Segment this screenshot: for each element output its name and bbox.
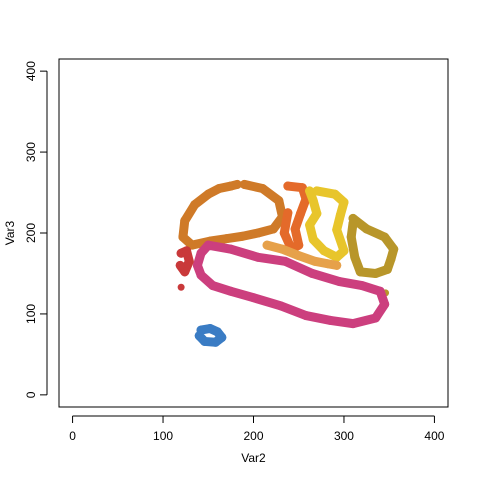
data-point-0-10 [178,232,188,242]
data-point-2-8 [308,234,318,244]
data-point-3-3 [389,244,399,254]
data-point-0-4 [268,224,278,234]
data-point-3-5 [382,264,392,274]
data-point-1-8 [283,208,293,218]
data-point-0-12 [190,200,200,210]
data-point-2-6 [332,252,342,262]
data-point-1-1 [297,183,307,193]
region-trace-0 [178,179,287,250]
data-point-1-7 [279,228,289,238]
data-point-0-6 [238,231,248,241]
data-point-6-19 [196,248,206,258]
plot-frame [58,58,449,408]
data-point-1-0 [283,181,293,191]
data-point-9-1 [205,323,215,333]
data-point-3-6 [371,268,381,278]
data-point-6-11 [325,315,335,325]
data-point-2-3 [335,210,345,220]
x-tick-label: 200 [243,429,263,443]
data-point-0-0 [239,179,249,189]
data-point-2-10 [312,209,322,219]
data-point-5-5 [332,260,342,270]
data-point-7-4 [175,260,185,270]
data-point-7-2 [184,256,194,266]
region-trace-1 [279,181,311,254]
y-tick-label: 0 [24,391,38,398]
data-point-3-8 [350,252,360,262]
data-point-6-8 [380,299,390,309]
data-point-6-2 [253,252,263,262]
data-point-5-3 [310,256,320,266]
data-point-0-2 [274,196,284,206]
data-point-6-20 [203,240,213,250]
data-point-0-9 [187,240,197,250]
x-axis-title: Var2 [241,451,266,465]
x-tick-label: 0 [69,429,76,443]
data-point-1-5 [294,240,304,250]
data-point-7-3 [180,267,190,277]
data-point-6-14 [249,293,258,303]
x-tick-label: 300 [334,429,354,443]
data-point-2-0 [312,186,322,196]
data-point-1-4 [290,224,300,234]
y-axis: 0 100 200 300 400 [24,61,48,398]
data-point-6-1 [226,244,236,254]
data-point-5-2 [294,251,304,261]
data-point-2-7 [319,246,329,256]
data-regions [175,179,399,347]
data-point-9-4 [211,337,221,347]
data-point-2-5 [339,246,349,256]
data-point-0-7 [221,234,231,244]
data-point-6-6 [357,281,367,291]
y-tick-label: 400 [24,61,38,81]
data-point-7-1 [182,246,192,256]
data-point-6-17 [196,270,206,280]
data-point-6-12 [301,311,311,321]
data-point-6-18 [192,260,202,270]
data-point-3-2 [380,232,390,242]
data-point-6-3 [280,256,290,266]
y-tick-label: 100 [24,304,38,324]
data-point-6-9 [371,313,381,323]
data-point-2-1 [330,189,340,199]
data-point-6-13 [276,301,286,311]
data-point-2-2 [339,197,349,207]
data-point-6-4 [307,268,317,278]
y-axis-title: Var3 [3,220,17,245]
data-point-8-0 [177,283,185,291]
y-tick-label: 300 [24,142,38,162]
x-axis: 0 100 200 300 400 [69,415,445,443]
data-point-0-11 [180,216,190,226]
data-point-3-1 [362,224,372,234]
data-point-6-15 [226,286,236,296]
data-point-5-4 [323,259,333,269]
data-point-0-13 [203,189,213,199]
data-point-0-16 [232,179,242,189]
data-point-5-1 [277,244,287,254]
data-point-0-14 [214,183,224,193]
data-point-5-0 [262,240,272,250]
data-point-6-5 [334,277,344,287]
data-point-3-4 [386,254,396,264]
data-point-2-11 [308,196,318,206]
data-point-9-5 [200,336,210,346]
data-point-0-5 [253,228,263,238]
y-tick-label: 200 [24,223,38,243]
x-tick-label: 400 [424,429,444,443]
data-point-6-16 [208,281,218,291]
data-point-2-12 [305,186,315,196]
data-point-1-3 [296,209,306,219]
data-point-6-7 [375,286,385,296]
data-point-3-10 [348,218,358,228]
data-point-9-3 [217,332,227,342]
data-point-2-9 [305,220,315,230]
data-point-3-7 [355,267,365,277]
data-point-2-4 [332,225,342,235]
data-point-6-10 [348,319,358,329]
data-point-9-6 [194,331,204,341]
x-tick-label: 100 [153,429,173,443]
data-point-0-1 [258,183,268,193]
data-point-3-9 [346,232,356,242]
